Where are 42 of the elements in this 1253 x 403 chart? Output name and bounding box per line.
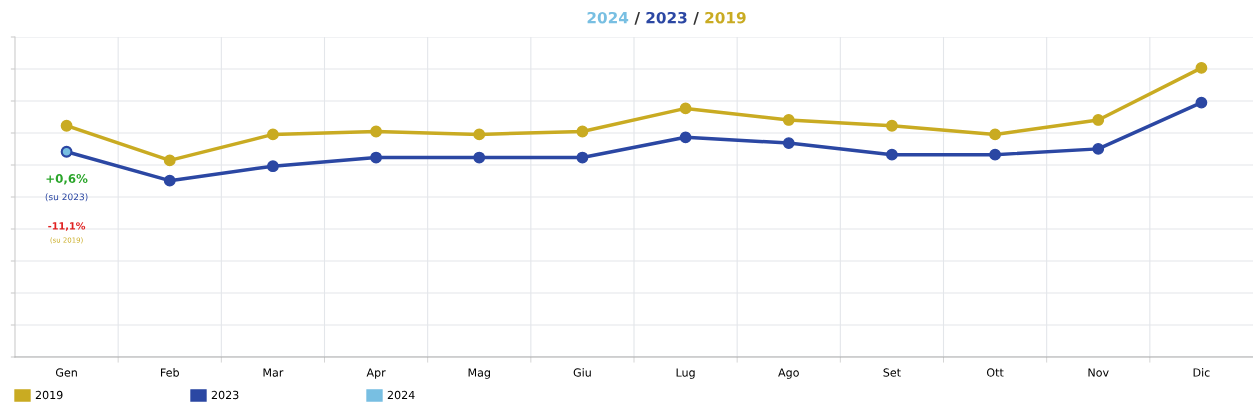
x-tick-label: Apr — [366, 368, 386, 379]
annotation: +0,6% — [46, 174, 88, 185]
chart-title: 2024 / 2023 / 2019 — [587, 11, 746, 25]
point — [473, 151, 486, 164]
point — [679, 131, 692, 144]
annotation: -11,1% — [48, 222, 86, 231]
legend-label: 2023 — [211, 390, 239, 400]
point — [576, 151, 589, 164]
point — [1092, 114, 1105, 126]
x-tick-label: Dic — [1193, 368, 1210, 377]
point — [473, 128, 486, 141]
point — [886, 119, 898, 132]
point — [370, 125, 382, 138]
x-tick-label: Nov — [1088, 368, 1109, 377]
x-tick-label: Set — [883, 368, 901, 377]
point — [1195, 62, 1208, 74]
x-tick-label: Mag — [468, 368, 490, 379]
point — [267, 128, 279, 141]
point — [163, 174, 176, 187]
point — [782, 137, 795, 149]
x-tick-label: Ago — [778, 368, 799, 379]
point — [163, 154, 176, 167]
x-tick-label: Mar — [263, 368, 284, 377]
x-tick-label: Gen — [55, 368, 77, 377]
point — [886, 148, 898, 161]
point — [679, 102, 692, 115]
point — [989, 148, 1001, 161]
point — [1195, 96, 1208, 109]
x-tick-label: Lug — [676, 368, 695, 379]
legend-label: 2024 — [387, 390, 415, 400]
annotation: (su 2023) — [45, 193, 88, 202]
point — [267, 160, 279, 173]
legend-label: 2019 — [35, 390, 63, 400]
x-tick-label: Ott — [986, 368, 1004, 377]
x-tick-label: Feb — [161, 368, 179, 377]
point — [782, 114, 795, 126]
point — [370, 151, 382, 164]
x-tick-label: Giu — [573, 368, 591, 377]
point — [576, 125, 589, 138]
point — [1092, 142, 1105, 155]
point — [60, 119, 73, 132]
point — [989, 128, 1001, 141]
